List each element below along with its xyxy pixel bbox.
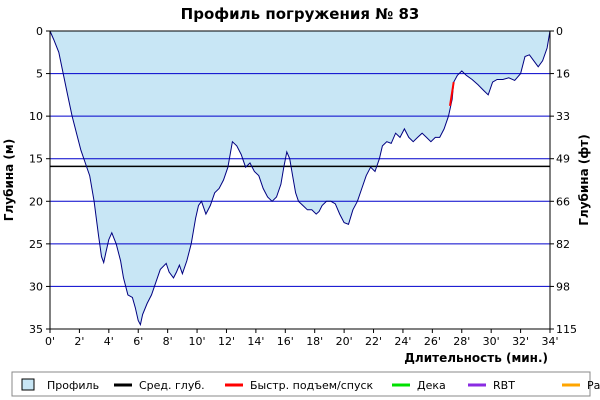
y-tick-label-left: 25 bbox=[29, 238, 43, 251]
x-tick-label: 10' bbox=[189, 335, 206, 348]
x-tick-label: 8' bbox=[163, 335, 173, 348]
x-tick-label: 30' bbox=[483, 335, 500, 348]
y-tick-label-right: 98 bbox=[556, 280, 570, 293]
x-axis-label: Длительность (мин.) bbox=[404, 351, 548, 365]
x-tick-label: 16' bbox=[277, 335, 294, 348]
y-tick-label-left: 15 bbox=[29, 153, 43, 166]
legend-label: Сред. глуб. bbox=[139, 379, 205, 392]
legend-label: Дека bbox=[417, 379, 446, 392]
x-tick-label: 0' bbox=[45, 335, 55, 348]
axis-ticks: 0' 2' 4' 6' 8' 10' 12' 14' 16' 18' 20' 22' 24' 26' 28'… bbox=[29, 25, 577, 348]
y-tick-label-right: 0 bbox=[556, 25, 563, 38]
y-axis-label-left: Глубина (м) bbox=[2, 139, 16, 221]
y-tick-label-right: 115 bbox=[556, 323, 577, 336]
y-tick-label-right: 16 bbox=[556, 68, 570, 81]
x-tick-label: 28' bbox=[453, 335, 470, 348]
x-tick-label: 4' bbox=[104, 335, 114, 348]
legend-label: Раб. bbox=[587, 379, 600, 392]
legend: Профиль Сред. глуб. Быстр. подъем/спуск Дек… bbox=[11, 371, 600, 397]
y-axis-label-right: Глубина (фт) bbox=[577, 134, 591, 225]
x-tick-label: 22' bbox=[365, 335, 382, 348]
plot-area bbox=[49, 30, 551, 330]
plot-frame bbox=[49, 30, 551, 330]
profile-area bbox=[50, 31, 550, 325]
chart-title: Профиль погружения № 83 bbox=[181, 5, 420, 23]
y-tick-label-right: 49 bbox=[556, 153, 570, 166]
y-tick-label-right: 66 bbox=[556, 195, 570, 208]
x-tick-label: 6' bbox=[133, 335, 143, 348]
fast-ascent-segment bbox=[449, 81, 455, 107]
y-tick-label-left: 0 bbox=[36, 25, 43, 38]
x-tick-label: 2' bbox=[74, 335, 84, 348]
y-tick-label-left: 35 bbox=[29, 323, 43, 336]
y-tick-label-left: 30 bbox=[29, 280, 43, 293]
x-tick-label: 14' bbox=[247, 335, 264, 348]
y-tick-label-left: 10 bbox=[29, 110, 43, 123]
legend-swatch-box bbox=[21, 378, 35, 391]
y-tick-label-right: 33 bbox=[556, 110, 570, 123]
x-tick-label: 18' bbox=[306, 335, 323, 348]
x-tick-label: 24' bbox=[394, 335, 411, 348]
x-tick-label: 12' bbox=[218, 335, 235, 348]
y-tick-label-right: 82 bbox=[556, 238, 570, 251]
y-tick-label-left: 20 bbox=[29, 195, 43, 208]
x-tick-label: 32' bbox=[512, 335, 529, 348]
x-tick-label: 26' bbox=[424, 335, 441, 348]
legend-label: Быстр. подъем/спуск bbox=[250, 379, 374, 392]
legend-label: Профиль bbox=[47, 379, 99, 392]
x-tick-label: 34' bbox=[541, 335, 558, 348]
legend-label: RBT bbox=[493, 379, 515, 392]
legend-box bbox=[11, 371, 591, 397]
x-tick-label: 20' bbox=[336, 335, 353, 348]
y-tick-label-left: 5 bbox=[36, 68, 43, 81]
